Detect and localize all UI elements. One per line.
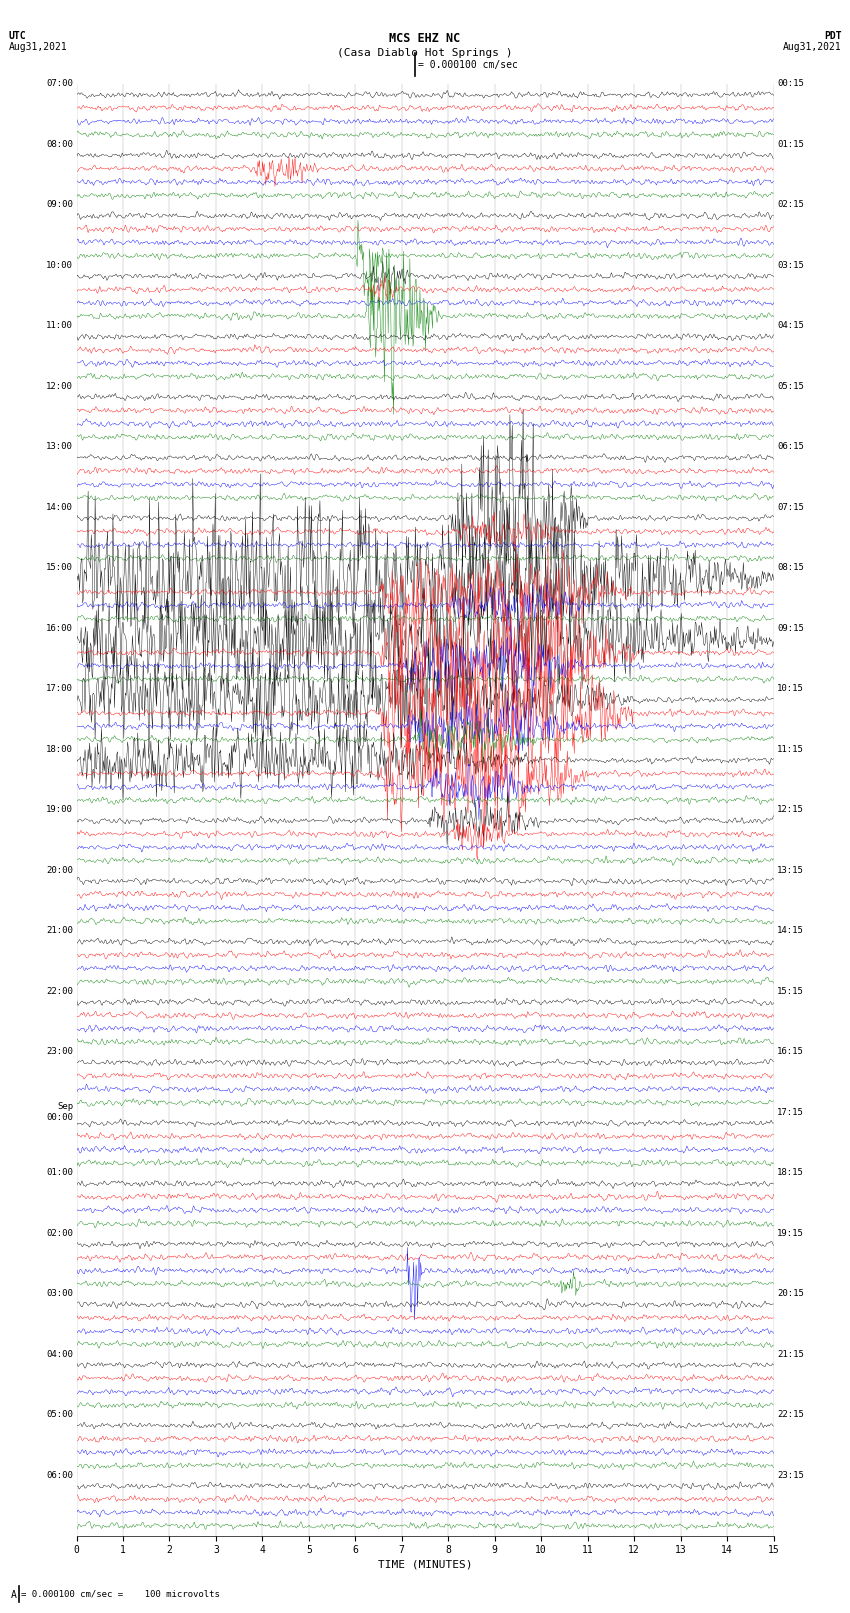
Text: 04:00: 04:00 bbox=[46, 1350, 73, 1358]
Text: 14:15: 14:15 bbox=[777, 926, 804, 936]
Text: 08:00: 08:00 bbox=[46, 140, 73, 148]
Text: 04:15: 04:15 bbox=[777, 321, 804, 331]
Text: 10:15: 10:15 bbox=[777, 684, 804, 694]
Text: 08:15: 08:15 bbox=[777, 563, 804, 573]
Text: 06:15: 06:15 bbox=[777, 442, 804, 452]
Text: 02:15: 02:15 bbox=[777, 200, 804, 210]
Text: Aug31,2021: Aug31,2021 bbox=[783, 42, 842, 52]
Text: 01:15: 01:15 bbox=[777, 140, 804, 148]
Text: 11:15: 11:15 bbox=[777, 745, 804, 753]
Text: 03:00: 03:00 bbox=[46, 1289, 73, 1298]
Text: = 0.000100 cm/sec: = 0.000100 cm/sec bbox=[418, 60, 518, 69]
Text: 18:00: 18:00 bbox=[46, 745, 73, 753]
Text: 07:15: 07:15 bbox=[777, 503, 804, 511]
Text: 13:00: 13:00 bbox=[46, 442, 73, 452]
Text: 20:00: 20:00 bbox=[46, 866, 73, 874]
Text: 17:15: 17:15 bbox=[777, 1108, 804, 1116]
Text: 20:15: 20:15 bbox=[777, 1289, 804, 1298]
Text: 09:15: 09:15 bbox=[777, 624, 804, 632]
Text: 03:15: 03:15 bbox=[777, 261, 804, 269]
Text: 09:00: 09:00 bbox=[46, 200, 73, 210]
Text: 23:00: 23:00 bbox=[46, 1047, 73, 1057]
Text: 16:00: 16:00 bbox=[46, 624, 73, 632]
Text: 10:00: 10:00 bbox=[46, 261, 73, 269]
Text: 05:00: 05:00 bbox=[46, 1410, 73, 1419]
Text: 15:00: 15:00 bbox=[46, 563, 73, 573]
Text: 12:15: 12:15 bbox=[777, 805, 804, 815]
Text: 16:15: 16:15 bbox=[777, 1047, 804, 1057]
Text: 06:00: 06:00 bbox=[46, 1471, 73, 1479]
Text: Aug31,2021: Aug31,2021 bbox=[8, 42, 67, 52]
Text: 22:15: 22:15 bbox=[777, 1410, 804, 1419]
Text: 12:00: 12:00 bbox=[46, 382, 73, 390]
Text: 21:00: 21:00 bbox=[46, 926, 73, 936]
Text: 01:00: 01:00 bbox=[46, 1168, 73, 1177]
Text: 21:15: 21:15 bbox=[777, 1350, 804, 1358]
Text: A: A bbox=[11, 1590, 17, 1600]
Text: 11:00: 11:00 bbox=[46, 321, 73, 331]
Text: MCS EHZ NC: MCS EHZ NC bbox=[389, 32, 461, 45]
Text: = 0.000100 cm/sec =    100 microvolts: = 0.000100 cm/sec = 100 microvolts bbox=[21, 1589, 220, 1598]
Text: 15:15: 15:15 bbox=[777, 987, 804, 995]
Text: Sep
00:00: Sep 00:00 bbox=[46, 1102, 73, 1123]
Text: 19:00: 19:00 bbox=[46, 805, 73, 815]
Text: 02:00: 02:00 bbox=[46, 1229, 73, 1237]
Text: 17:00: 17:00 bbox=[46, 684, 73, 694]
Text: 05:15: 05:15 bbox=[777, 382, 804, 390]
Text: 00:15: 00:15 bbox=[777, 79, 804, 89]
Text: 18:15: 18:15 bbox=[777, 1168, 804, 1177]
Text: 13:15: 13:15 bbox=[777, 866, 804, 874]
Text: PDT: PDT bbox=[824, 31, 842, 40]
X-axis label: TIME (MINUTES): TIME (MINUTES) bbox=[377, 1560, 473, 1569]
Text: 22:00: 22:00 bbox=[46, 987, 73, 995]
Text: 19:15: 19:15 bbox=[777, 1229, 804, 1237]
Text: 23:15: 23:15 bbox=[777, 1471, 804, 1479]
Text: 14:00: 14:00 bbox=[46, 503, 73, 511]
Text: UTC: UTC bbox=[8, 31, 26, 40]
Text: 07:00: 07:00 bbox=[46, 79, 73, 89]
Text: (Casa Diablo Hot Springs ): (Casa Diablo Hot Springs ) bbox=[337, 48, 513, 58]
